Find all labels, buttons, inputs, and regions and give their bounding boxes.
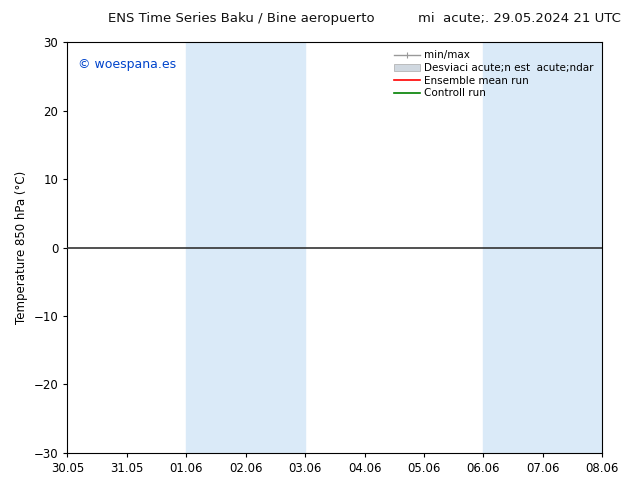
Text: ENS Time Series Baku / Bine aeropuerto: ENS Time Series Baku / Bine aeropuerto <box>108 12 374 25</box>
Bar <box>186 42 305 453</box>
Y-axis label: Temperature 850 hPa (°C): Temperature 850 hPa (°C) <box>15 171 28 324</box>
Text: © woespana.es: © woespana.es <box>78 58 176 72</box>
Legend: min/max, Desviaci acute;n est  acute;ndar, Ensemble mean run, Controll run: min/max, Desviaci acute;n est acute;ndar… <box>391 47 597 101</box>
Text: mi  acute;. 29.05.2024 21 UTC: mi acute;. 29.05.2024 21 UTC <box>418 12 621 25</box>
Bar <box>484 42 602 453</box>
